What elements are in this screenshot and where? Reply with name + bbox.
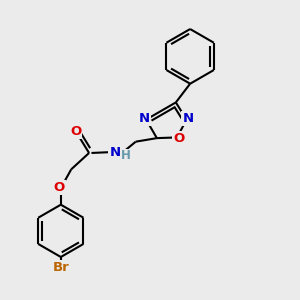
Text: O: O [70, 125, 81, 138]
Text: N: N [139, 112, 150, 125]
Text: Br: Br [52, 261, 69, 274]
Text: N: N [182, 112, 194, 125]
Text: N: N [110, 146, 121, 159]
Text: O: O [173, 132, 184, 145]
Text: O: O [54, 181, 65, 194]
Text: H: H [121, 149, 131, 162]
